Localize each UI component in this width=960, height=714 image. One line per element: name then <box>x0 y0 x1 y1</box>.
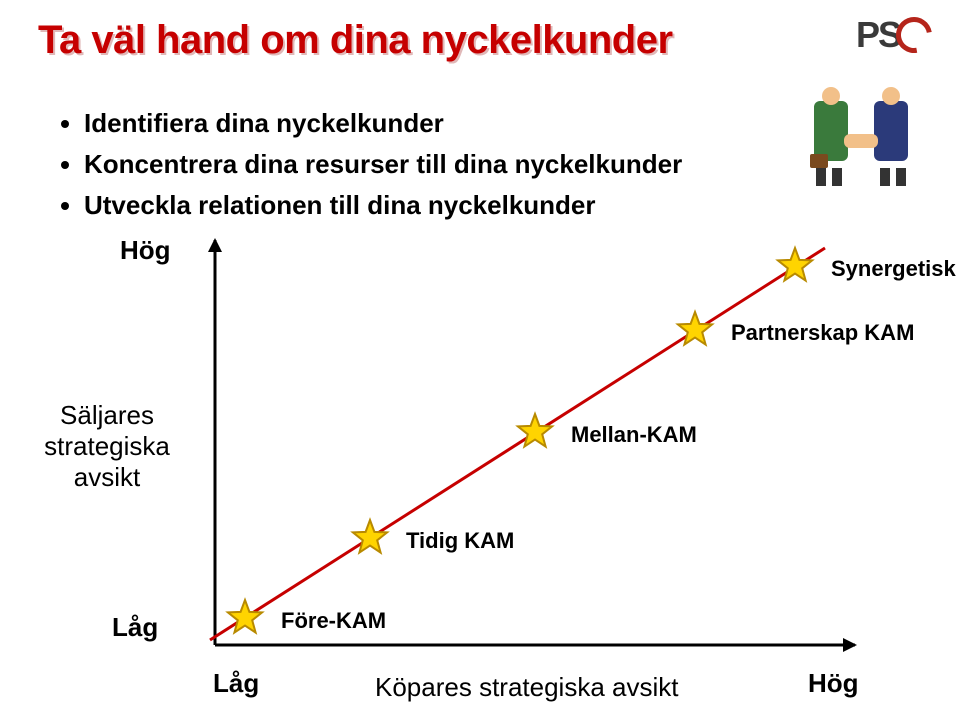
chart-point-label: Tidig KAM <box>406 528 514 554</box>
y-axis-low: Låg <box>112 612 158 643</box>
y-axis-high: Hög <box>120 235 171 266</box>
y-axis-title: Säljares strategiska avsikt <box>42 400 172 494</box>
x-axis-title: Köpares strategiska avsikt <box>375 672 678 703</box>
trend-line <box>210 248 825 640</box>
bullet-list: Identifiera dina nyckelkunder Koncentrer… <box>44 104 682 227</box>
slide-title: Ta väl hand om dina nyckelkunder <box>38 18 673 63</box>
x-axis-high: Hög <box>808 668 859 699</box>
x-axis-low: Låg <box>213 668 259 699</box>
logo-text: PS <box>856 14 900 56</box>
bullet-item: Identifiera dina nyckelkunder <box>84 104 682 143</box>
y-axis-arrow-icon <box>208 238 222 252</box>
star-icon <box>353 520 387 553</box>
chart-point-label: Mellan-KAM <box>571 422 697 448</box>
logo: PS <box>856 14 932 56</box>
chart-point-label: Synergetisk KAM <box>831 256 960 282</box>
star-icon <box>228 600 262 633</box>
handshake-icon <box>806 86 916 186</box>
chart-point-label: Partnerskap KAM <box>731 320 914 346</box>
x-axis-arrow-icon <box>843 638 857 652</box>
bullet-item: Utveckla relationen till dina nyckelkund… <box>84 186 682 225</box>
chart-point-label: Före-KAM <box>281 608 386 634</box>
kam-chart: Före-KAMTidig KAMMellan-KAMPartnerskap K… <box>215 240 855 645</box>
bullet-item: Koncentrera dina resurser till dina nyck… <box>84 145 682 184</box>
